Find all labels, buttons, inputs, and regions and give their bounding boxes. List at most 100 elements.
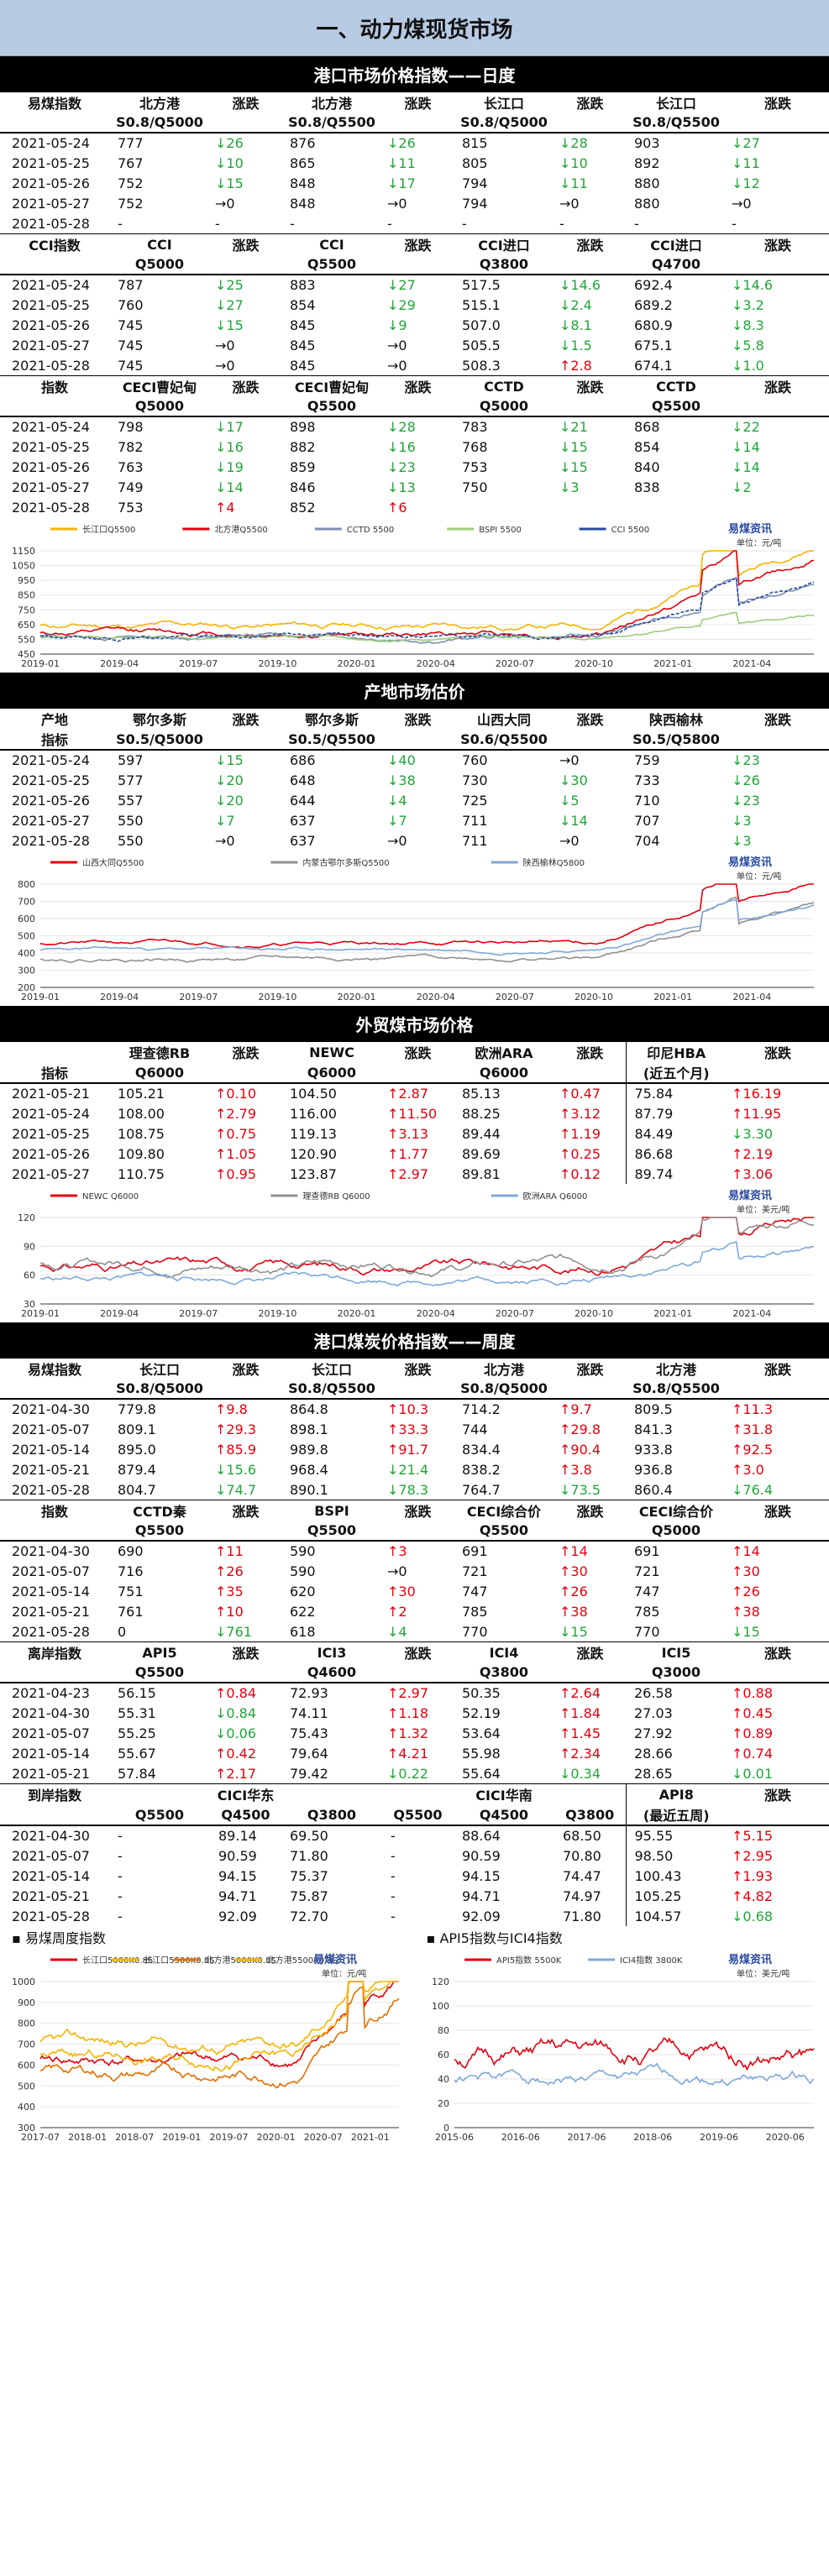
value-cell: 577 (118, 772, 144, 788)
change-cell: ↑2.79 (215, 1105, 257, 1122)
y-tick-label: 500 (18, 2081, 35, 2092)
value-cell: 55.31 (118, 1704, 156, 1721)
table-row: 2021-05-28 745 →0 845 →0 508.3 ↑2.8 674.1 ↓1.0 (0, 355, 829, 375)
value-cell: 89.69 (462, 1145, 501, 1162)
value-cell: 749 (118, 479, 144, 495)
header-cell: CCTD (626, 375, 727, 396)
x-tick-label: 2017-07 (21, 2132, 60, 2143)
change-cell: ↓0.06 (215, 1725, 257, 1741)
date-cell: 2021-05-27 (12, 479, 90, 495)
header-cell: 涨跌 (554, 1041, 626, 1062)
x-tick-label: 2018-01 (68, 2132, 107, 2143)
value-cell: 26.58 (634, 1685, 673, 1701)
value-cell: 898 (290, 419, 316, 435)
change-cell: ↓15.6 (215, 1461, 257, 1478)
legend-label: 山西大同Q5500 (82, 857, 144, 868)
table-row: 2021-05-25 108.75 ↑0.75 119.13 ↑3.13 89.44 ↑1.… (0, 1123, 829, 1144)
change-cell: ↑3.12 (559, 1105, 601, 1122)
header-cell (0, 113, 109, 134)
change-cell: ↑31.8 (732, 1421, 774, 1437)
value-cell: 989.8 (290, 1441, 328, 1458)
value-cell: 759 (634, 752, 660, 768)
x-tick-label: 2021-01 (351, 2132, 390, 2143)
value-cell: 783 (462, 419, 488, 435)
date-cell: 2021-05-07 (12, 1847, 90, 1864)
x-tick-label: 2020-01 (257, 2132, 296, 2143)
value-cell: 767 (118, 154, 144, 171)
change-cell: ↓29 (387, 296, 416, 313)
change-cell: ↓15 (559, 438, 588, 455)
x-tick-label: 2019-07 (179, 658, 218, 669)
value-cell: 105.21 (118, 1086, 165, 1102)
change-cell: ↓20 (215, 772, 244, 788)
x-tick-label: 2020-10 (575, 1308, 613, 1319)
header-row: 指标 Q6000 Q6000 Q6000 (近五个月) (0, 1062, 829, 1084)
legend-label: CCI 5500 (611, 526, 650, 535)
value-cell: 864.8 (290, 1401, 328, 1417)
header-cell (727, 254, 829, 275)
table-row: 2021-05-24 777 ↓26 876 ↓26 815 ↓28 903 ↓27 (0, 133, 829, 153)
value-cell: 637 (290, 812, 316, 829)
value-cell: 71.80 (290, 1847, 328, 1864)
value-cell: 53.64 (462, 1725, 501, 1741)
x-tick-label: 2019-01 (21, 1308, 60, 1319)
logo-text: 易煤资讯 (313, 1953, 357, 1966)
table-port-daily-cci: CCI指数 CCI 涨跌 CCI 涨跌 CCI进口 涨跌 CCI进口 涨跌 Q5000 Q5500 Q… (0, 233, 829, 375)
change-cell: ↑0.74 (732, 1745, 774, 1762)
header-cell: 涨跌 (727, 1783, 829, 1804)
header-cell: 涨跌 (554, 233, 626, 254)
change-cell: ↓15 (215, 175, 244, 191)
change-cell: ↓0.22 (387, 1765, 429, 1782)
y-tick-label: 400 (18, 2102, 35, 2113)
change-cell: ↑11.95 (732, 1105, 782, 1122)
y-tick-label: 200 (18, 982, 35, 993)
change-cell: ↓27 (732, 135, 760, 151)
table-row: 2021-05-14 55.67 ↑0.42 79.64 ↑4.21 55.98 ↑2.34… (0, 1743, 829, 1763)
table-row: 2021-05-27 110.75 ↑0.95 123.87 ↑2.97 89.81 ↑0.… (0, 1164, 829, 1184)
value-cell: 89.81 (462, 1165, 501, 1182)
header-cell: Q5500 (626, 396, 727, 417)
date-cell: 2021-05-27 (12, 337, 90, 353)
change-cell: ↑0.12 (559, 1165, 601, 1182)
header-cell: (最近五周) (625, 1804, 727, 1826)
table-origin: 产地 鄂尔多斯 涨跌 鄂尔多斯 涨跌 山西大同 涨跌 陕西榆林 涨跌 指标 S0.5/Q5000 S0… (0, 708, 829, 851)
change-cell: ↓9 (387, 317, 407, 333)
value-cell: 794 (462, 195, 488, 212)
header-cell (0, 1379, 109, 1400)
change-cell: ↑90.4 (559, 1441, 601, 1458)
x-tick-label: 2021-01 (653, 1308, 692, 1319)
change-cell: 89.14 (218, 1828, 257, 1844)
y-tick-label: 1150 (12, 546, 35, 557)
value-cell: 852 (290, 499, 316, 516)
header-cell (382, 1783, 454, 1804)
x-tick-label: 2021-04 (732, 1308, 771, 1319)
value-cell: 787 (118, 277, 144, 293)
value-cell: 854 (290, 296, 316, 313)
change-cell: ↓2.4 (559, 296, 592, 313)
header-cell (554, 1062, 626, 1084)
header-cell (210, 1379, 281, 1400)
header-cell: Q3800 (454, 254, 554, 275)
legend-label: 内蒙古鄂尔多斯Q5500 (302, 857, 389, 868)
change-cell: →0 (215, 337, 235, 353)
header-cell: Q6000 (281, 1062, 382, 1084)
y-tick-label: 0 (443, 2123, 449, 2134)
header-cell: Q5500 (109, 1521, 210, 1542)
change-cell: ↓30 (559, 772, 588, 788)
change-cell: ↓1.5 (559, 337, 592, 353)
value-cell: 55.98 (462, 1745, 501, 1762)
table-row: 2021-05-27 745 →0 845 →0 505.5 ↓1.5 675.1 ↓5.8 (0, 335, 829, 355)
change-cell: ↑26 (732, 1583, 760, 1600)
section-header-port-weekly: 港口煤炭价格指数——周度 (0, 1322, 829, 1358)
x-tick-label: 2018-06 (633, 2132, 672, 2143)
header-cell (554, 1521, 626, 1542)
change-cell: ↓27 (387, 277, 416, 293)
change-cell: ↑3 (387, 1543, 407, 1559)
change-cell: ↓5.8 (732, 337, 764, 353)
change-cell: ↓0.34 (559, 1765, 601, 1782)
x-tick-label: 2019-04 (100, 992, 139, 1003)
value-cell: 711 (462, 812, 488, 829)
table-row: 2021-05-25 782 ↓16 882 ↓16 768 ↓15 854 ↓14 (0, 437, 829, 457)
date-cell: 2021-05-21 (12, 1461, 90, 1478)
header-row: S0.8/Q5000 S0.8/Q5500 S0.8/Q5000 S0.8/Q5500 (0, 1379, 829, 1400)
